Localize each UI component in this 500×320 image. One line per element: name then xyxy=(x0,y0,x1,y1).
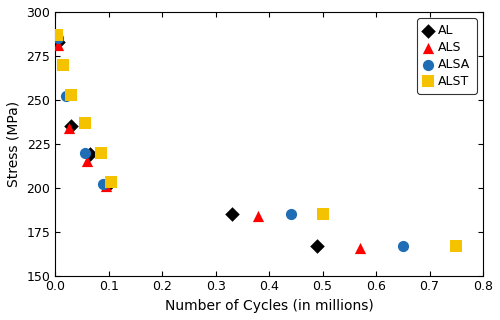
ALSA xyxy=(80,150,88,155)
ALSA xyxy=(399,243,407,248)
ALSA xyxy=(54,36,62,41)
ALS xyxy=(102,183,110,188)
ALST xyxy=(68,92,76,97)
ALST xyxy=(452,243,460,248)
ALST xyxy=(318,212,326,217)
ALS xyxy=(84,159,92,164)
AL xyxy=(228,212,235,217)
AL xyxy=(314,243,322,248)
AL xyxy=(68,124,76,129)
AL xyxy=(54,39,62,44)
ALSA xyxy=(286,212,294,217)
ALS xyxy=(54,43,62,48)
ALST xyxy=(53,32,61,37)
ALST xyxy=(60,62,68,67)
AL xyxy=(86,152,94,157)
ALSA xyxy=(100,182,108,187)
ALST xyxy=(108,180,116,185)
ALST xyxy=(96,150,104,155)
AL xyxy=(104,182,112,187)
Y-axis label: Stress (MPa): Stress (MPa) xyxy=(7,101,21,187)
ALST xyxy=(80,120,88,125)
ALS xyxy=(356,245,364,250)
X-axis label: Number of Cycles (in millions): Number of Cycles (in millions) xyxy=(165,299,374,313)
ALS xyxy=(254,213,262,219)
Legend: AL, ALS, ALSA, ALST: AL, ALS, ALSA, ALST xyxy=(417,18,477,94)
ALSA xyxy=(62,94,70,99)
ALS xyxy=(64,125,72,131)
